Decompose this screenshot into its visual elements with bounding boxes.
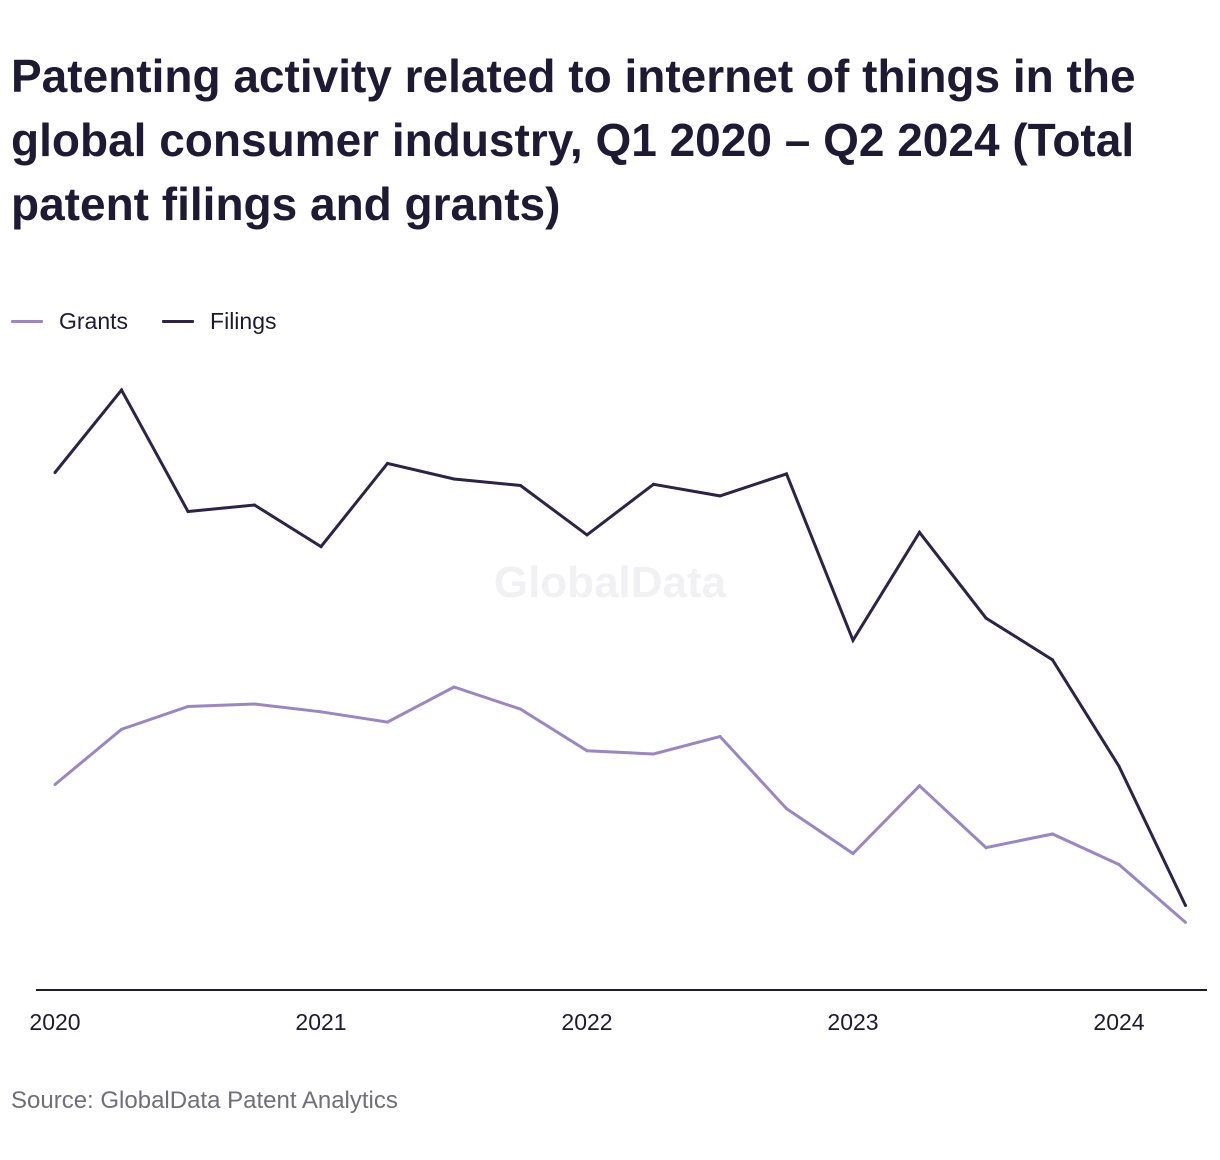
data-point-grants-1 — [120, 727, 123, 731]
data-point-filings-12 — [851, 638, 855, 642]
data-point-grants-6 — [452, 685, 456, 689]
data-point-filings-0 — [53, 471, 57, 474]
x-tick-label-2020: 2020 — [29, 1009, 80, 1035]
data-point-grants-9 — [652, 752, 655, 756]
data-point-grants-4 — [319, 710, 323, 714]
data-point-filings-10 — [718, 494, 722, 498]
chart-legend: Grants Filings — [11, 306, 311, 336]
data-point-grants-14 — [984, 846, 988, 850]
data-point-grants-11 — [785, 807, 788, 811]
legend-item-filings: Filings — [162, 307, 277, 335]
data-point-grants-17 — [1184, 920, 1187, 924]
data-point-grants-10 — [718, 735, 722, 738]
data-point-filings-14 — [984, 616, 988, 620]
watermark-text: GlobalData — [494, 558, 727, 607]
data-point-grants-7 — [519, 707, 522, 711]
legend-swatch-grants — [11, 319, 43, 323]
series-layer — [53, 387, 1187, 924]
chart-title: Patenting activity related to internet o… — [11, 50, 1136, 230]
x-tick-label-2024: 2024 — [1093, 1009, 1144, 1035]
data-point-filings-16 — [1117, 764, 1121, 768]
data-point-filings-17 — [1184, 904, 1187, 907]
data-point-grants-16 — [1117, 863, 1121, 866]
data-point-filings-4 — [319, 545, 323, 549]
data-point-grants-3 — [253, 702, 256, 706]
data-point-grants-15 — [1051, 832, 1054, 836]
x-tick-label-2022: 2022 — [561, 1009, 612, 1035]
data-point-filings-15 — [1051, 658, 1054, 662]
data-point-filings-3 — [253, 503, 256, 507]
x-tick-label-2021: 2021 — [295, 1009, 346, 1035]
data-point-grants-12 — [851, 852, 855, 855]
data-point-filings-9 — [652, 482, 655, 486]
data-point-filings-5 — [386, 461, 389, 465]
legend-swatch-filings — [162, 319, 195, 323]
x-axis-ticks: 2020 2021 2022 2023 2024 — [29, 1009, 1144, 1035]
data-point-grants-2 — [186, 705, 190, 708]
legend-item-grants: Grants — [11, 308, 128, 335]
series-line-filings — [53, 387, 1187, 907]
data-point-grants-8 — [585, 749, 589, 753]
x-tick-label-2023: 2023 — [827, 1009, 878, 1035]
data-point-filings-2 — [186, 510, 190, 513]
legend-label-grants: Grants — [59, 307, 129, 334]
line-chart: GlobalData 2020 2021 2022 2023 2024 — [29, 387, 1207, 1035]
source-note: Source: GlobalData Patent Analytics — [11, 1087, 398, 1114]
series-line-grants — [54, 685, 1187, 924]
data-point-filings-7 — [519, 484, 522, 487]
data-point-grants-5 — [386, 720, 389, 724]
data-point-filings-8 — [585, 533, 589, 537]
data-point-filings-13 — [918, 530, 921, 534]
data-point-filings-1 — [120, 388, 123, 392]
data-point-filings-11 — [785, 472, 788, 476]
legend-label-filings: Filings — [210, 307, 277, 334]
data-point-grants-0 — [53, 783, 57, 786]
data-point-grants-13 — [918, 784, 921, 788]
data-point-filings-6 — [452, 477, 456, 481]
